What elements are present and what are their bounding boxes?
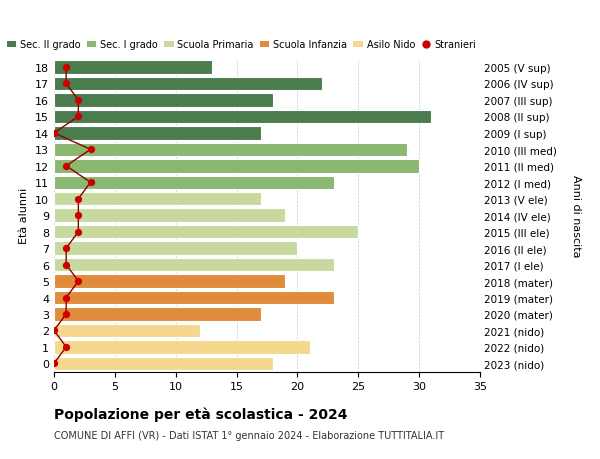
Point bbox=[74, 229, 83, 236]
Point bbox=[49, 130, 59, 137]
Text: Popolazione per età scolastica - 2024: Popolazione per età scolastica - 2024 bbox=[54, 406, 347, 421]
Y-axis label: Anni di nascita: Anni di nascita bbox=[571, 174, 581, 257]
Bar bbox=[54, 127, 261, 140]
Point bbox=[61, 343, 71, 351]
Bar bbox=[54, 111, 431, 124]
Bar bbox=[54, 78, 322, 91]
Bar bbox=[54, 308, 261, 321]
Bar bbox=[54, 357, 273, 370]
Point bbox=[86, 179, 95, 186]
Bar bbox=[54, 160, 419, 173]
Point bbox=[61, 311, 71, 318]
Bar bbox=[54, 61, 212, 75]
Point bbox=[74, 212, 83, 219]
Bar bbox=[54, 94, 273, 107]
Point bbox=[61, 261, 71, 269]
Point bbox=[74, 278, 83, 285]
Point bbox=[74, 97, 83, 104]
Point bbox=[61, 163, 71, 170]
Y-axis label: Età alunni: Età alunni bbox=[19, 188, 29, 244]
Point bbox=[86, 146, 95, 154]
Bar bbox=[54, 176, 334, 190]
Bar bbox=[54, 143, 407, 157]
Bar bbox=[54, 324, 200, 337]
Bar bbox=[54, 193, 261, 206]
Bar bbox=[54, 209, 285, 223]
Point bbox=[74, 196, 83, 203]
Bar bbox=[54, 291, 334, 305]
Bar bbox=[54, 274, 285, 288]
Point bbox=[61, 294, 71, 302]
Text: COMUNE DI AFFI (VR) - Dati ISTAT 1° gennaio 2024 - Elaborazione TUTTITALIA.IT: COMUNE DI AFFI (VR) - Dati ISTAT 1° genn… bbox=[54, 430, 444, 440]
Point bbox=[74, 113, 83, 121]
Point bbox=[61, 64, 71, 72]
Bar bbox=[54, 242, 298, 255]
Point bbox=[61, 245, 71, 252]
Point bbox=[61, 81, 71, 88]
Bar bbox=[54, 225, 358, 239]
Legend: Sec. II grado, Sec. I grado, Scuola Primaria, Scuola Infanzia, Asilo Nido, Stran: Sec. II grado, Sec. I grado, Scuola Prim… bbox=[2, 36, 480, 54]
Bar bbox=[54, 258, 334, 272]
Point bbox=[49, 360, 59, 367]
Point bbox=[49, 327, 59, 335]
Bar bbox=[54, 341, 310, 354]
